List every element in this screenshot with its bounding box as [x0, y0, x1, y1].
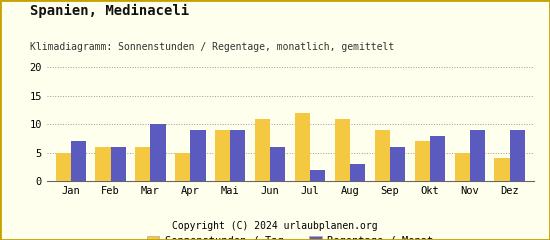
Bar: [415, 141, 430, 181]
Bar: [430, 136, 445, 181]
Text: Klimadiagramm: Sonnenstunden / Regentage, monatlich, gemittelt: Klimadiagramm: Sonnenstunden / Regentage…: [30, 42, 394, 52]
Text: Copyright (C) 2024 urlaubplanen.org: Copyright (C) 2024 urlaubplanen.org: [172, 221, 378, 231]
Bar: [494, 158, 509, 181]
Bar: [135, 147, 151, 181]
Bar: [454, 153, 470, 181]
Bar: [71, 141, 86, 181]
Bar: [270, 147, 285, 181]
Bar: [509, 130, 525, 181]
Bar: [390, 147, 405, 181]
Bar: [255, 119, 270, 181]
Bar: [310, 170, 325, 181]
Bar: [175, 153, 190, 181]
Bar: [56, 153, 71, 181]
Bar: [215, 130, 230, 181]
Bar: [295, 113, 310, 181]
Bar: [230, 130, 245, 181]
Bar: [151, 124, 166, 181]
Legend: Sonnenstunden / Tag, Regentage / Monat: Sonnenstunden / Tag, Regentage / Monat: [145, 234, 436, 240]
Bar: [96, 147, 111, 181]
Bar: [470, 130, 485, 181]
Bar: [350, 164, 365, 181]
Bar: [190, 130, 206, 181]
Text: Spanien, Medinaceli: Spanien, Medinaceli: [30, 4, 189, 18]
Bar: [375, 130, 390, 181]
Bar: [335, 119, 350, 181]
Bar: [111, 147, 126, 181]
